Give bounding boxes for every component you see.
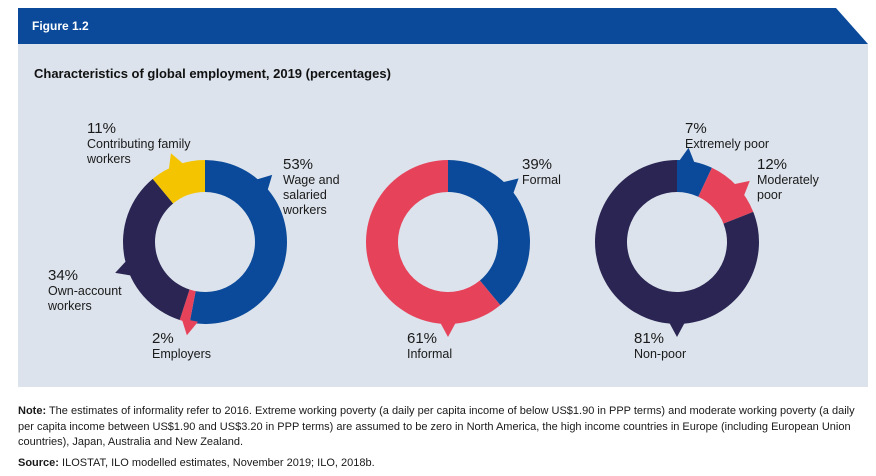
callout-pointer [501, 178, 519, 195]
slice-name: Own-account [48, 284, 122, 298]
slice-name: Wage and [283, 173, 340, 187]
slice-name: Extremely poor [685, 137, 770, 151]
donut-slice-wage-and-salaried-workers [189, 160, 288, 324]
callout-pointer [181, 318, 199, 336]
slice-name: Contributing family [87, 137, 191, 151]
slice-name: Moderately [757, 173, 819, 187]
slice-label: 12% Moderately poor [757, 156, 819, 203]
donut-slice-contributing-family-workers [152, 160, 205, 204]
slice-label: 11% Contributing family workers [87, 120, 191, 167]
slice-percent: 61% [407, 330, 438, 347]
slice-percent: 2% [152, 330, 174, 347]
slice-label: 39% Formal [522, 156, 561, 188]
donut-slice-own-account-workers [123, 178, 190, 320]
source-text: ILOSTAT, ILO modelled estimates, Novembe… [58, 457, 375, 469]
note-text: The estimates of informality refer to 20… [18, 405, 855, 448]
donut-slice-formal [448, 160, 530, 306]
slice-name: poor [757, 188, 783, 202]
slice-percent: 11% [87, 120, 116, 137]
slice-name: workers [283, 203, 327, 217]
figure-header-band [18, 8, 868, 44]
note: Note: The estimates of informality refer… [18, 404, 868, 451]
callout-pointer [115, 259, 133, 276]
slice-percent: 81% [634, 330, 665, 347]
callout-pointer [668, 321, 686, 337]
donut-slice-employers [179, 289, 196, 323]
slice-label: 2% Employers [152, 330, 211, 362]
donut-slice-informal [366, 160, 501, 324]
slice-name: Employers [152, 347, 212, 361]
donut-slice-extremely-poor [677, 160, 712, 197]
slice-percent: 12% [757, 156, 788, 173]
chart-title: Characteristics of global employment, 20… [34, 66, 391, 81]
note-label: Note: [18, 405, 47, 417]
figure-label: Figure 1.2 [32, 19, 89, 33]
donut-slice-non-poor [595, 159, 760, 324]
slice-label: 61% Informal [407, 330, 452, 362]
callout-pointer [255, 174, 273, 192]
callout-pointer [732, 180, 750, 198]
source-label: Source: [18, 457, 59, 469]
callout-pointer [678, 147, 695, 165]
slice-name: workers [87, 152, 131, 166]
slice-name: workers [48, 299, 92, 313]
slice-name: Non-poor [634, 347, 687, 361]
source: Source: ILOSTAT, ILO modelled estimates,… [18, 457, 375, 469]
slice-label: 7% Extremely poor [685, 120, 769, 152]
slice-percent: 39% [522, 156, 553, 173]
slice-name: Formal [522, 173, 561, 187]
callout-pointer [168, 153, 185, 171]
slice-percent: 7% [685, 120, 707, 137]
slice-percent: 53% [283, 156, 314, 173]
slice-name: salaried [283, 188, 327, 202]
slice-percent: 34% [48, 267, 79, 284]
donut-slice-moderately-poor [698, 167, 754, 224]
slice-label: 53% Wage and salaried workers [283, 156, 340, 218]
slice-label: 34% Own-account workers [48, 267, 122, 314]
callout-pointer [439, 321, 457, 337]
slice-label: 81% Non-poor [634, 330, 686, 362]
slice-name: Informal [407, 347, 453, 361]
